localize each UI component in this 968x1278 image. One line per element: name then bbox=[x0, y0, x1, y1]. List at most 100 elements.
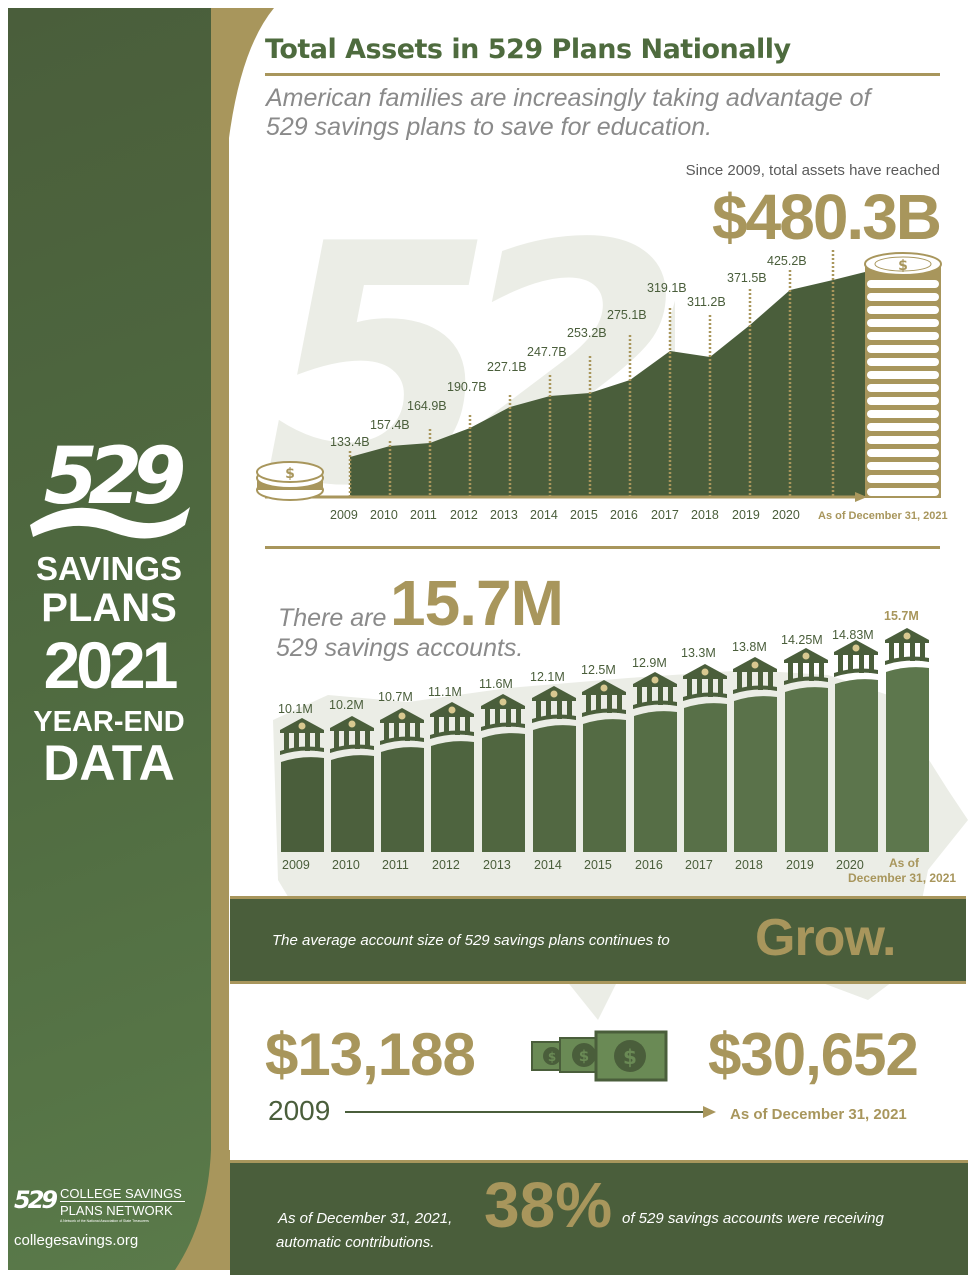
network-name-line2: PLANS NETWORK bbox=[60, 1203, 173, 1218]
account-year-2017: 2017 bbox=[685, 858, 713, 872]
large-coin-stack-icon: $ bbox=[864, 252, 942, 498]
gold-top-curve bbox=[211, 8, 274, 138]
average-start-value: $13,188 bbox=[265, 1021, 476, 1088]
account-year-2019: 2019 bbox=[786, 858, 814, 872]
asset-year-2013: 2013 bbox=[490, 508, 518, 522]
529-logo: 529 bbox=[25, 425, 200, 545]
small-coin-stack-icon: $ bbox=[256, 461, 324, 501]
asset-year-2012: 2012 bbox=[450, 508, 478, 522]
automatic-suffix: of 529 savings accounts were receiving bbox=[622, 1210, 884, 1227]
automatic-percent: 38% bbox=[484, 1169, 613, 1241]
svg-text:$: $ bbox=[898, 258, 908, 274]
asset-label-2015: 253.2B bbox=[567, 326, 607, 340]
asset-label-2012: 190.7B bbox=[447, 380, 487, 394]
sidebar-title-plans: PLANS bbox=[41, 586, 177, 630]
asset-year-2019: 2019 bbox=[732, 508, 760, 522]
account-year-2016: 2016 bbox=[635, 858, 663, 872]
accounts-prefix: There are bbox=[278, 604, 387, 632]
sidebar-title-data: DATA bbox=[43, 735, 175, 791]
average-grow-band bbox=[230, 896, 966, 984]
gold-divider-strip bbox=[211, 8, 229, 1270]
assets-area bbox=[350, 272, 865, 496]
account-year-2009: 2009 bbox=[282, 858, 310, 872]
automatic-line2: automatic contributions. bbox=[276, 1234, 435, 1251]
accounts-bars bbox=[279, 627, 930, 852]
asset-year-2014: 2014 bbox=[530, 508, 558, 522]
asset-label-2010: 157.4B bbox=[370, 418, 410, 432]
asset-label-2020: 425.2B bbox=[767, 254, 807, 268]
cash-bills-icon: $ $ $ bbox=[531, 1030, 668, 1082]
account-label-2011: 10.7M bbox=[378, 690, 413, 704]
title-rule bbox=[265, 73, 940, 76]
asset-year-2020: 2020 bbox=[772, 508, 800, 522]
account-label-2015: 12.5M bbox=[581, 663, 616, 677]
account-label-2020: 14.83M bbox=[832, 628, 874, 642]
page-title: Total Assets in 529 Plans Nationally bbox=[265, 34, 791, 65]
assets-drop-lines bbox=[348, 250, 835, 496]
account-year-2015: 2015 bbox=[584, 858, 612, 872]
gold-bottom-curve bbox=[175, 1150, 230, 1270]
average-end-label: As of December 31, 2021 bbox=[730, 1106, 907, 1123]
account-year-2011: 2011 bbox=[382, 858, 409, 872]
account-label-2018: 13.8M bbox=[732, 640, 767, 654]
bar-rects bbox=[281, 667, 929, 852]
account-year-2014: 2014 bbox=[534, 858, 562, 872]
accounts-as-of-line2: December 31, 2021 bbox=[848, 871, 957, 885]
asset-year-2016: 2016 bbox=[610, 508, 638, 522]
account-label-2009: 10.1M bbox=[278, 702, 313, 716]
account-year-2010: 2010 bbox=[332, 858, 360, 872]
network-tagline: A Network of the National Association of… bbox=[60, 1219, 149, 1223]
asset-label-2009: 133.4B bbox=[330, 435, 370, 449]
account-label-2017: 13.3M bbox=[681, 646, 716, 660]
page-subtitle: American families are increasingly takin… bbox=[266, 84, 946, 142]
assets-since-text: Since 2009, total assets have reached bbox=[685, 162, 940, 179]
accounts-as-of-line1: As of bbox=[889, 856, 919, 870]
asset-label-2018: 311.2B bbox=[687, 295, 726, 309]
account-label-2014: 12.1M bbox=[530, 670, 565, 684]
asset-year-2015: 2015 bbox=[570, 508, 598, 522]
accounts-suffix: 529 savings accounts. bbox=[276, 634, 524, 662]
svg-text:$: $ bbox=[623, 1045, 637, 1069]
average-end-value: $30,652 bbox=[708, 1021, 919, 1088]
baseline-arrow-icon bbox=[855, 492, 867, 502]
network-name-line1: COLLEGE SAVINGS bbox=[60, 1186, 182, 1201]
account-year-2020: 2020 bbox=[836, 858, 864, 872]
sidebar-panel bbox=[8, 8, 211, 1270]
account-year-2012: 2012 bbox=[432, 858, 460, 872]
automatic-prefix: As of December 31, 2021, bbox=[278, 1210, 453, 1227]
sidebar-title-savings: SAVINGS bbox=[35, 550, 183, 587]
section-rule bbox=[265, 546, 940, 549]
accounts-total: 15.7M bbox=[390, 567, 564, 639]
average-band-text: The average account size of 529 savings … bbox=[272, 932, 670, 949]
network-rule bbox=[60, 1201, 185, 1202]
website-link[interactable]: collegesavings.org bbox=[14, 1232, 139, 1249]
asset-label-2017: 319.1B bbox=[647, 281, 687, 295]
sidebar-title-year: 2021 bbox=[43, 628, 179, 702]
asset-label-2011: 164.9B bbox=[407, 399, 447, 413]
assets-as-of: As of December 31, 2021 bbox=[818, 510, 948, 522]
asset-year-2018: 2018 bbox=[691, 508, 719, 522]
asset-label-2014: 247.7B bbox=[527, 345, 567, 359]
asset-label-2013: 227.1B bbox=[487, 360, 527, 374]
sidebar-title-year-end: YEAR-END bbox=[33, 706, 185, 738]
asset-year-2010: 2010 bbox=[370, 508, 398, 522]
asset-year-2017: 2017 bbox=[651, 508, 679, 522]
svg-text:$: $ bbox=[548, 1050, 556, 1064]
subtitle-line2: 529 savings plans to save for education. bbox=[266, 113, 713, 141]
svg-text:$: $ bbox=[579, 1047, 589, 1065]
arrow-right-icon bbox=[703, 1106, 716, 1118]
account-year-2013: 2013 bbox=[483, 858, 511, 872]
assets-total: $480.3B bbox=[712, 181, 942, 253]
account-label-2012: 11.1M bbox=[428, 685, 462, 699]
average-band-emphasis: Grow. bbox=[755, 909, 896, 967]
average-arrow-line bbox=[345, 1111, 705, 1113]
account-year-2018: 2018 bbox=[735, 858, 763, 872]
svg-text:$: $ bbox=[285, 466, 295, 482]
subtitle-line1: American families are increasingly takin… bbox=[266, 84, 871, 112]
account-label-2021: 15.7M bbox=[884, 609, 919, 623]
asset-label-2016: 275.1B bbox=[607, 308, 647, 322]
average-start-label: 2009 bbox=[268, 1095, 331, 1126]
network-529-mark: 529 bbox=[14, 1186, 58, 1214]
automatic-band bbox=[230, 1160, 968, 1275]
account-label-2010: 10.2M bbox=[329, 698, 364, 712]
